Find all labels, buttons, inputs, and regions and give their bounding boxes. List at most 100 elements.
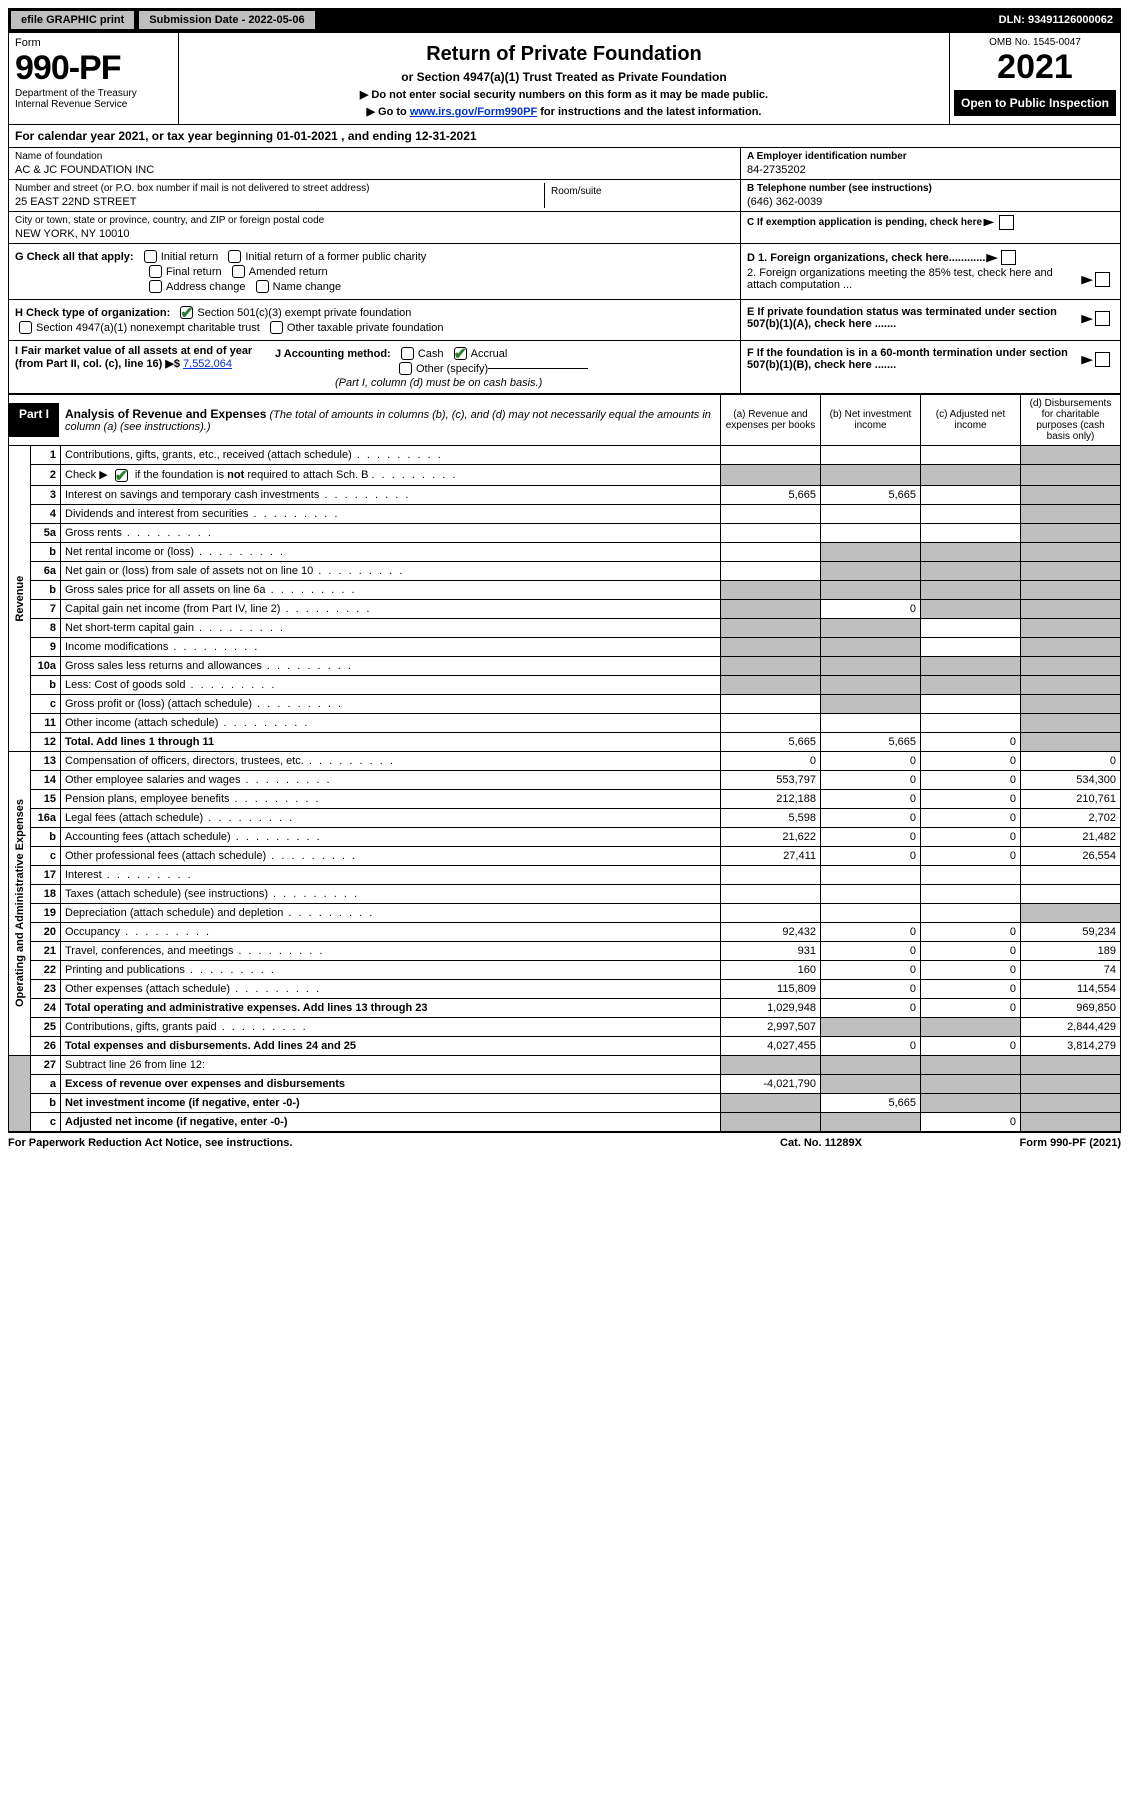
table-row: cOther professional fees (attach schedul…: [9, 846, 1121, 865]
cash-checkbox[interactable]: [401, 347, 414, 360]
cat-number: Cat. No. 11289X: [721, 1137, 921, 1149]
table-row: 23Other expenses (attach schedule)115,80…: [9, 979, 1121, 998]
value-cell: [821, 465, 921, 486]
value-cell: [1021, 580, 1121, 599]
amended-return-checkbox[interactable]: [232, 265, 245, 278]
room-cell: Room/suite: [544, 183, 734, 208]
check-section-g: G Check all that apply: Initial return I…: [8, 244, 1121, 300]
value-cell: 534,300: [1021, 770, 1121, 789]
other-taxable-label: Other taxable private foundation: [287, 322, 444, 334]
line-number: 21: [31, 941, 61, 960]
value-cell: 0: [821, 922, 921, 941]
line-number: 1: [31, 446, 61, 465]
line-number: 20: [31, 922, 61, 941]
line-description: Occupancy: [61, 922, 721, 941]
value-cell: [921, 1017, 1021, 1036]
4947-label: Section 4947(a)(1) nonexempt charitable …: [36, 322, 260, 334]
value-cell: [921, 561, 1021, 580]
table-row: Operating and Administrative Expenses13C…: [9, 751, 1121, 770]
f-checkbox[interactable]: [1095, 352, 1110, 367]
foundation-name-cell: Name of foundation AC & JC FOUNDATION IN…: [9, 148, 740, 180]
table-row: 4Dividends and interest from securities: [9, 504, 1121, 523]
table-row: bAccounting fees (attach schedule)21,622…: [9, 827, 1121, 846]
form990pf-link[interactable]: www.irs.gov/Form990PF: [410, 106, 537, 118]
phone-label: B Telephone number (see instructions): [747, 183, 1114, 194]
value-cell: [721, 1055, 821, 1074]
value-cell: 2,702: [1021, 808, 1121, 827]
initial-return-checkbox[interactable]: [144, 250, 157, 263]
table-row: 6aNet gain or (loss) from sale of assets…: [9, 561, 1121, 580]
col-b-header: (b) Net investment income: [821, 395, 921, 446]
value-cell: 0: [821, 846, 921, 865]
amended-return-label: Amended return: [249, 266, 328, 278]
line-description: Gross profit or (loss) (attach schedule): [61, 694, 721, 713]
value-cell: [721, 865, 821, 884]
value-cell: [1021, 884, 1121, 903]
other-taxable-checkbox[interactable]: [270, 321, 283, 334]
value-cell: [921, 446, 1021, 465]
line-number: c: [31, 846, 61, 865]
page-footer: For Paperwork Reduction Act Notice, see …: [8, 1132, 1121, 1153]
value-cell: 0: [921, 979, 1021, 998]
line-description: Net short-term capital gain: [61, 618, 721, 637]
value-cell: 0: [1021, 751, 1121, 770]
line-number: b: [31, 1093, 61, 1112]
accrual-label: Accrual: [471, 348, 508, 360]
value-cell: 0: [921, 960, 1021, 979]
value-cell: 2,997,507: [721, 1017, 821, 1036]
foreign-org-checkbox[interactable]: [1001, 250, 1016, 265]
4947-checkbox[interactable]: [19, 321, 32, 334]
final-return-label: Final return: [166, 266, 222, 278]
f-label: F If the foundation is in a 60-month ter…: [747, 347, 1083, 371]
arrow-icon: ▶: [1081, 273, 1093, 286]
value-cell: 0: [921, 922, 1021, 941]
table-row: 24Total operating and administrative exp…: [9, 998, 1121, 1017]
line-description: Interest: [61, 865, 721, 884]
line-number: 27: [31, 1055, 61, 1074]
exemption-pending-checkbox[interactable]: [999, 215, 1014, 230]
value-cell: 0: [921, 1036, 1021, 1055]
value-cell: [1021, 465, 1121, 486]
fmv-link[interactable]: 7,552,064: [183, 358, 232, 370]
value-cell: 0: [921, 789, 1021, 808]
col-a-header: (a) Revenue and expenses per books: [721, 395, 821, 446]
table-row: bGross sales price for all assets on lin…: [9, 580, 1121, 599]
phone-cell: B Telephone number (see instructions) (6…: [741, 180, 1120, 212]
street-value: 25 EAST 22ND STREET: [15, 194, 544, 208]
final-return-checkbox[interactable]: [149, 265, 162, 278]
initial-former-label: Initial return of a former public charit…: [245, 251, 426, 263]
line-description: Compensation of officers, directors, tru…: [61, 751, 721, 770]
501c3-checkbox[interactable]: [180, 306, 193, 319]
value-cell: 0: [821, 979, 921, 998]
name-change-checkbox[interactable]: [256, 280, 269, 293]
line-number: 16a: [31, 808, 61, 827]
e-checkbox[interactable]: [1095, 311, 1110, 326]
line-number: 14: [31, 770, 61, 789]
address-change-checkbox[interactable]: [149, 280, 162, 293]
value-cell: [821, 1112, 921, 1131]
initial-former-checkbox[interactable]: [228, 250, 241, 263]
line-number: 2: [31, 465, 61, 486]
part1-table: Part I Analysis of Revenue and Expenses …: [8, 394, 1121, 1132]
value-cell: 0: [921, 751, 1021, 770]
value-cell: [1021, 446, 1121, 465]
line-description: Other employee salaries and wages: [61, 770, 721, 789]
value-cell: [821, 694, 921, 713]
schb-checkbox[interactable]: [115, 469, 128, 482]
line-description: Net rental income or (loss): [61, 542, 721, 561]
table-row: 20Occupancy92,4320059,234: [9, 922, 1121, 941]
value-cell: [821, 1017, 921, 1036]
other-method-checkbox[interactable]: [399, 362, 412, 375]
line-number: 12: [31, 732, 61, 751]
foreign-85-checkbox[interactable]: [1095, 272, 1110, 287]
value-cell: 5,665: [721, 485, 821, 504]
line-description: Other income (attach schedule): [61, 713, 721, 732]
line-description: Adjusted net income (if negative, enter …: [61, 1112, 721, 1131]
line-description: Depreciation (attach schedule) and deple…: [61, 903, 721, 922]
accrual-checkbox[interactable]: [454, 347, 467, 360]
value-cell: [1021, 675, 1121, 694]
efile-print-button[interactable]: efile GRAPHIC print: [10, 10, 135, 30]
line-description: Accounting fees (attach schedule): [61, 827, 721, 846]
value-cell: [921, 1093, 1021, 1112]
line-description: Gross sales less returns and allowances: [61, 656, 721, 675]
